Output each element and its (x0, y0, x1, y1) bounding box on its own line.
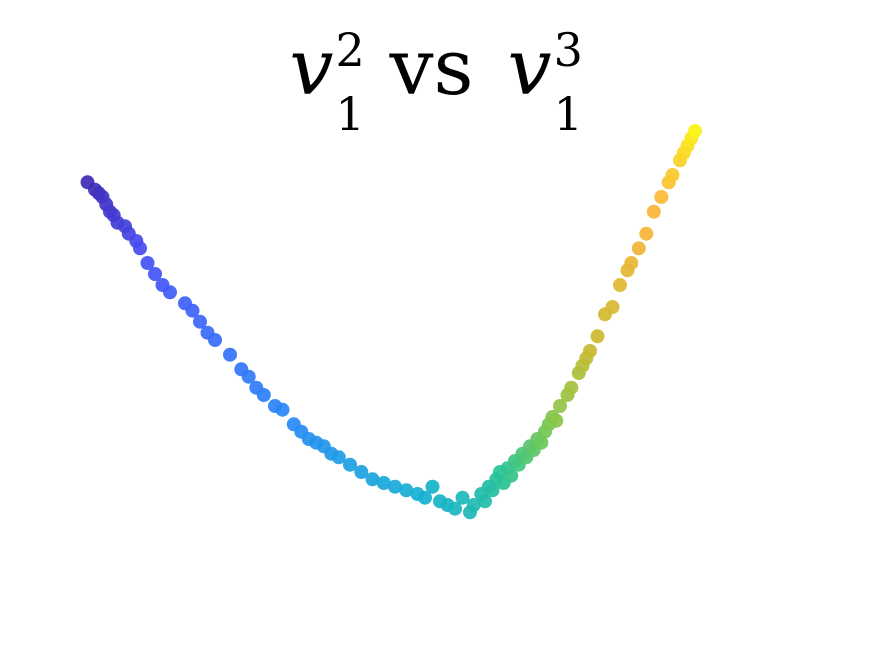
title-exp-x: 2 (335, 23, 365, 77)
scatter-point (688, 124, 702, 138)
scatter-point (631, 241, 646, 256)
scatter-point (534, 435, 549, 450)
scatter-point (343, 457, 357, 472)
scatter-point (478, 494, 492, 509)
scatter-point (388, 479, 402, 494)
scatter-point (455, 490, 470, 505)
scatter-point (466, 498, 481, 512)
scatter-point (418, 490, 432, 505)
scatter-point (140, 256, 155, 270)
scatter-point (256, 388, 271, 402)
scatter-point (583, 344, 597, 358)
scatter-point (241, 369, 256, 384)
chart-title: v 2 1 vs v 3 1 (0, 8, 875, 137)
title-exp-y: 3 (553, 23, 583, 77)
title-vs: vs (389, 23, 474, 113)
scatter-point (208, 333, 222, 347)
scatter-point (163, 285, 177, 300)
title-var-y: v (507, 23, 552, 113)
scatter-point (425, 479, 440, 494)
scatter-point (185, 303, 200, 318)
scatter-point (448, 501, 462, 516)
scatter-point (665, 168, 680, 182)
scatter-point (223, 347, 237, 362)
title-var-x: v (289, 23, 334, 113)
scatter-point (549, 413, 564, 428)
scatter-point (654, 190, 669, 204)
scatter-point (485, 483, 500, 498)
scatter-point (331, 450, 346, 465)
scatter-point (613, 278, 627, 292)
scatter-point (590, 329, 605, 344)
scatter-point (399, 483, 414, 498)
scatter-point (148, 267, 162, 281)
scatter-point (564, 380, 579, 395)
scatter-point (646, 204, 661, 219)
scatter-points (80, 124, 702, 520)
scatter-point (354, 465, 369, 479)
scatter-point (133, 241, 147, 256)
scatter-point (193, 314, 207, 329)
scatter-point (624, 256, 639, 270)
scatter-point (376, 476, 391, 490)
scatter-point (504, 468, 519, 483)
title-sub-y: 1 (553, 87, 583, 141)
scatter-point (553, 399, 567, 413)
scatter-point (365, 472, 380, 487)
scatter-point (605, 300, 620, 314)
title-sub-x: 1 (335, 87, 365, 141)
scatter-point (639, 226, 654, 241)
scatter-point (275, 402, 290, 417)
